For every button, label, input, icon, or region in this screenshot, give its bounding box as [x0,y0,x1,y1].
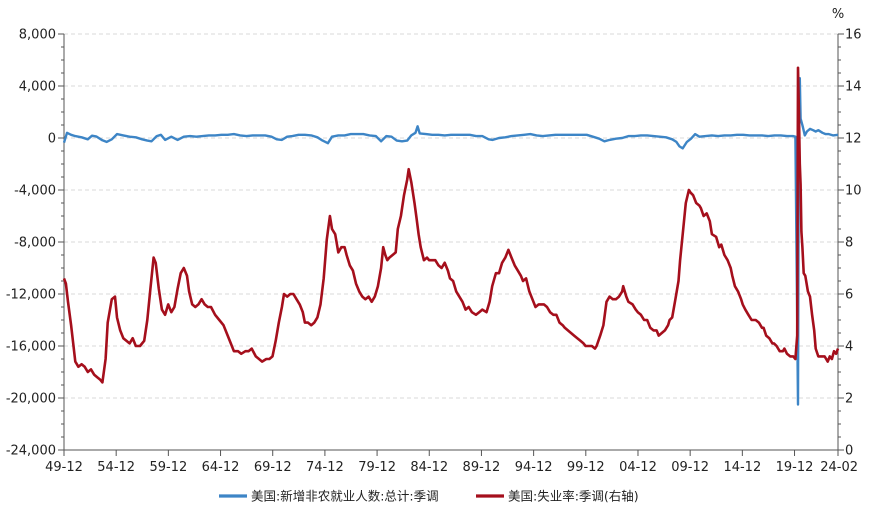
x-tick-label: 69-12 [254,460,292,475]
left-tick-label: -8,000 [14,236,56,251]
x-tick-label: 84-12 [410,460,448,475]
x-tick-label: 14-12 [723,460,761,475]
series [62,66,840,406]
legend-label: 美国:失业率:季调(右轴) [508,489,639,504]
right-tick-label: 14 [845,80,862,95]
left-tick-label: -24,000 [6,444,56,459]
right-tick-label: 2 [845,392,853,407]
right-tick-label: 8 [845,236,853,251]
x-tick-label: 99-12 [567,460,605,475]
x-tick-label: 54-12 [97,460,135,475]
right-axis-unit: % [832,7,844,22]
right-tick-label: 10 [845,184,862,199]
x-tick-label: 59-12 [149,460,187,475]
x-tick-label: 94-12 [515,460,553,475]
left-tick-label: -16,000 [6,340,56,355]
right-tick-label: 6 [845,288,853,303]
unemployment-series-line [62,66,840,384]
left-tick-label: -20,000 [6,392,56,407]
x-tick-label: 09-12 [671,460,709,475]
left-tick-label: 4,000 [19,80,56,95]
left-tick-label: -12,000 [6,288,56,303]
x-tick-label: 64-12 [202,460,240,475]
x-tick-label: 89-12 [463,460,501,475]
right-tick-label: 4 [845,340,853,355]
legend: 美国:新增非农就业人数:总计:季调 美国:失业率:季调(右轴) [219,489,639,504]
left-tick-label: 0 [48,132,56,147]
x-tick-label: 79-12 [358,460,396,475]
x-tick-label: 74-12 [306,460,344,475]
grid [64,33,838,399]
x-tick-label: 19-12 [776,460,814,475]
right-tick-label: 12 [845,132,862,147]
tick-labels: -24,000 -20,000 -16,000 -12,000 -8,000 -4,000… [6,7,862,475]
axes [58,33,844,456]
left-tick-label: 8,000 [19,28,56,43]
x-tick-label: 24-02 [820,460,858,475]
x-tick-label: 04-12 [619,460,657,475]
right-tick-label: 16 [845,28,862,43]
x-tick-label: 49-12 [45,460,83,475]
right-tick-label: 0 [845,444,853,459]
payrolls-series-line [62,77,839,406]
left-tick-label: -4,000 [14,184,56,199]
legend-label: 美国:新增非农就业人数:总计:季调 [251,489,439,504]
